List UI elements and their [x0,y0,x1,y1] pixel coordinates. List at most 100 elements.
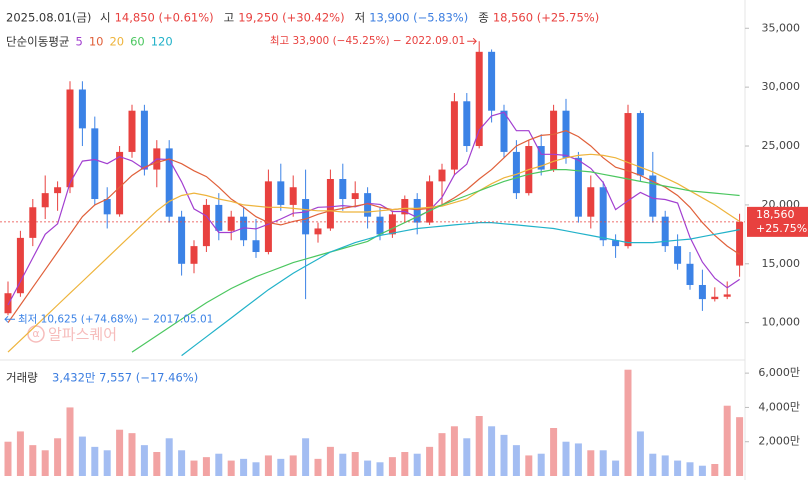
y-tick-label: 4,000만 [758,400,800,413]
candle-body [736,221,744,266]
volume-bar [674,460,682,476]
candle-body [339,179,347,200]
volume-bar [4,441,12,476]
volume-bar [264,455,272,476]
candle-body [562,110,570,158]
volume-bar [215,453,223,476]
header-label: 시 [100,11,111,25]
volume-bar [463,438,471,476]
candle-body [264,181,272,253]
y-tick-label: 15,000 [762,257,801,270]
volume-bar [140,445,148,476]
volume-bar [103,450,111,476]
volume-bar [190,460,198,476]
low-arrow [4,315,15,323]
candle-body [475,51,483,147]
volume-bar [500,434,508,476]
candle-body [649,175,657,217]
candle-body [289,187,297,205]
candle-body [29,207,37,238]
volume-bar [698,465,706,476]
volume-bar [599,450,607,476]
candle-body [661,216,669,247]
watermark: α 알파스퀘어 [27,325,117,344]
header-value: 19,250 (+30.42%) [238,11,344,25]
high-arrow [467,37,477,45]
header-date: 2025.08.01(금) [6,11,91,25]
ma-line [131,169,740,353]
candle-body [227,216,235,231]
candle-body [128,110,136,152]
candle-body [351,193,359,200]
candle-body [252,240,260,253]
volume-bar [165,438,173,476]
legend-entry: 60 [130,35,145,49]
volume-bar [636,431,644,476]
candle-body [78,89,86,129]
volume-bar [475,416,483,476]
candle-body [723,294,731,297]
volume-bar [512,445,520,476]
candle-body [711,296,719,300]
candle-body [438,169,446,182]
candle-body [500,110,508,152]
candle-body [388,214,396,235]
volume-bar [91,446,99,476]
last-price-change: +25.75% [756,222,807,235]
volume-bar [29,445,37,476]
y-tick-label: 25,000 [762,139,801,152]
candle-body [686,263,694,285]
candle-body [140,110,148,170]
ma-line [7,153,740,353]
low-annotation: 최저 10,625 (+74.68%) − 2017.05.01 [18,313,213,325]
volume-bar [413,453,421,476]
volume-bar [624,369,632,476]
candle-body [401,199,409,215]
y-tick-label: 30,000 [762,80,801,93]
watermark-text: 알파스퀘어 [48,326,117,344]
volume-bar [723,405,731,476]
candle-body [116,151,124,215]
volume-bar [562,441,570,476]
candle-body [587,187,595,217]
volume-bar [16,431,24,476]
volume-bar [202,457,210,476]
high-annotation: 최고 33,900 (−45.25%) − 2022.09.01 [270,35,465,47]
candle-body [574,157,582,217]
header-value: 18,560 (+25.75%) [493,11,599,25]
volume-bar [574,443,582,476]
volume-bar [78,436,86,476]
candle-body [537,146,545,170]
header-value: 13,900 (−5.83%) [369,11,468,25]
candle-body [165,148,173,217]
legend-entry: 10 [89,35,104,49]
legend-entry: 5 [75,35,82,49]
candle-body [16,237,24,294]
volume-bar [736,417,744,476]
y-tick-label: 10,000 [762,316,801,329]
candle-body [364,193,372,217]
volume-bar [116,429,124,476]
volume-bar [537,453,545,476]
volume-bar [388,457,396,476]
candle-body [178,216,186,264]
volume-bar [153,452,161,476]
candle-body [488,51,496,111]
candle-body [41,193,49,208]
candle-body [326,179,334,229]
volume-bar [326,446,334,476]
candle-body [674,246,682,264]
candle-body [215,204,223,231]
last-price-tag [747,206,808,237]
candle-body [314,228,322,235]
volume-bar [488,426,496,476]
volume-bar [128,433,136,476]
volume-bar [289,455,297,476]
volume-bar [587,450,595,476]
ma-line [7,111,740,306]
volume-bar [612,460,620,476]
candle-body [450,101,458,170]
volume-bar [364,460,372,476]
volume-bar [302,438,310,476]
